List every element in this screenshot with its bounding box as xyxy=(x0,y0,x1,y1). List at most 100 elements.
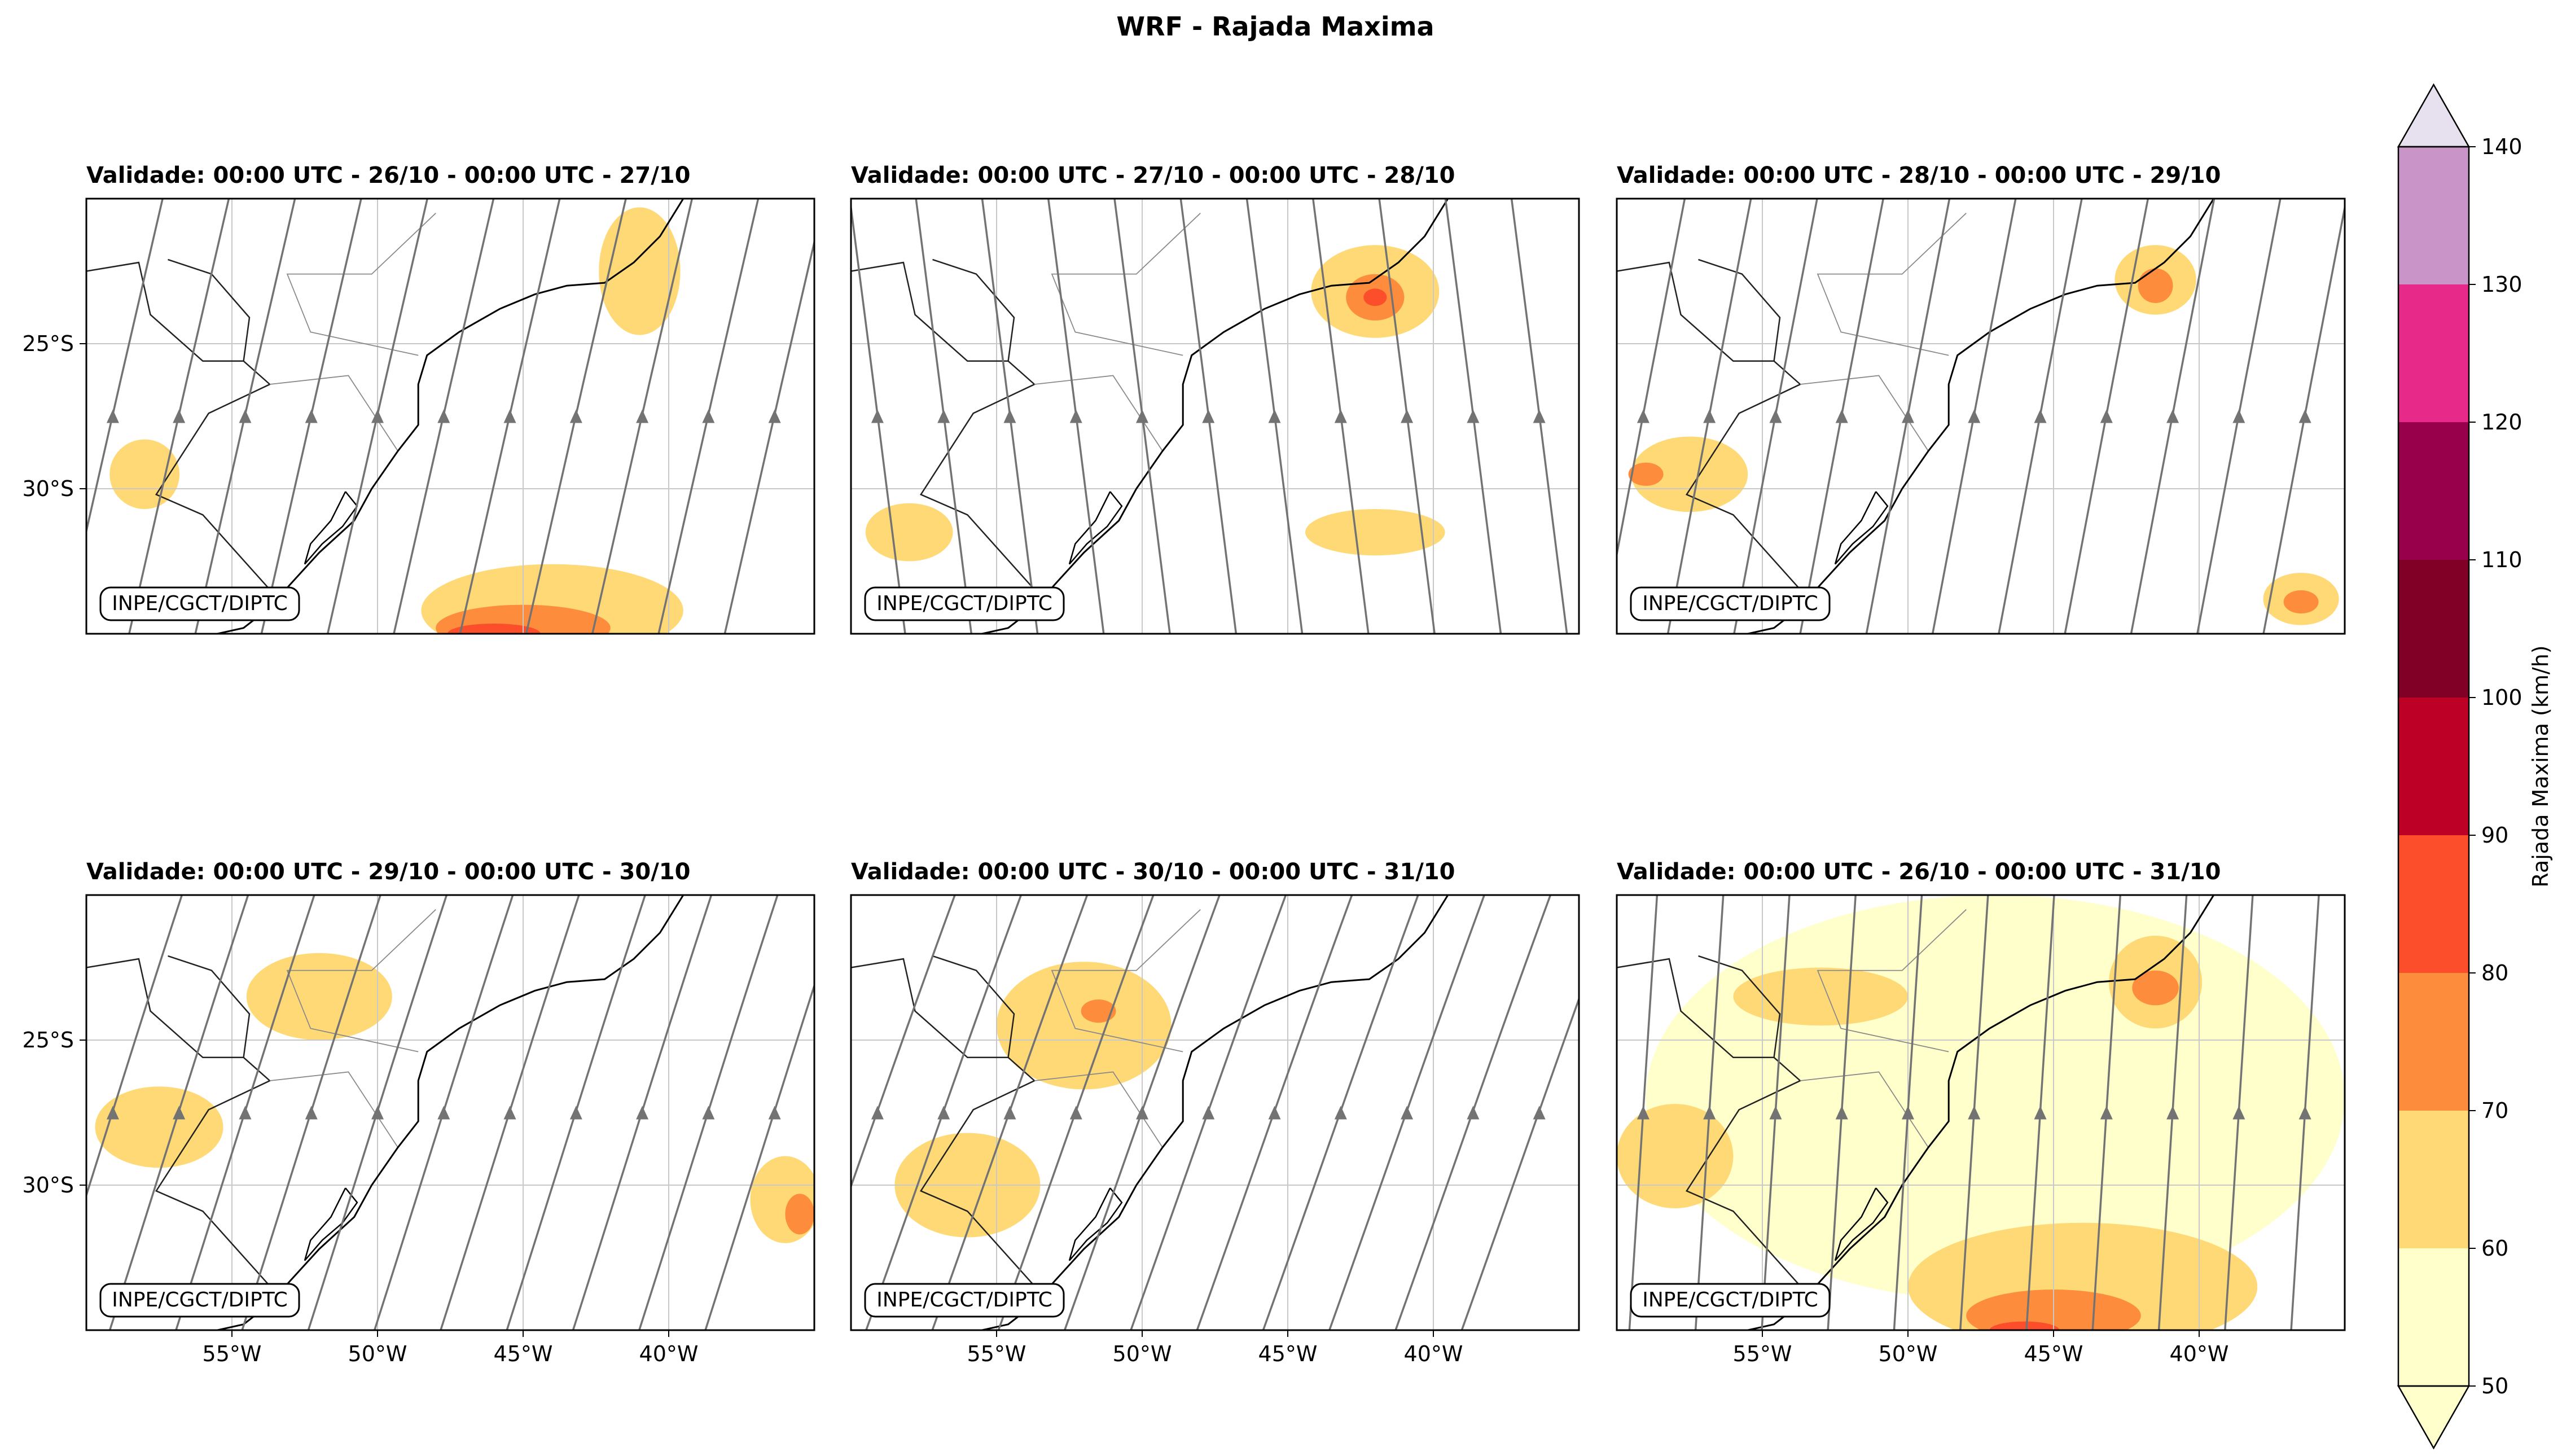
streamline-arrow xyxy=(2100,409,2113,423)
credit-text: INPE/CGCT/DIPTC xyxy=(112,1288,287,1312)
gust-area-4 xyxy=(785,1194,814,1235)
map-frame xyxy=(1616,198,2346,635)
streamline-arrow xyxy=(871,1106,884,1120)
lon-tick-label: 40°W xyxy=(2170,1341,2229,1366)
streamline-arrow xyxy=(2298,409,2311,423)
country-border xyxy=(1685,360,1807,597)
colorbar-tick-label: 80 xyxy=(2481,961,2508,985)
credit-label: INPE/CGCT/DIPTC xyxy=(864,1283,1065,1318)
streamline-arrow xyxy=(1334,1106,1347,1120)
figure-title: WRF - Rajada Maxima xyxy=(1116,11,1434,42)
panel-title: Validade: 00:00 UTC - 26/10 - 00:00 UTC … xyxy=(1617,859,2221,885)
streamline-arrow xyxy=(1703,409,1716,423)
streamline-arrow xyxy=(702,409,715,423)
streamline-arrow xyxy=(1533,1106,1546,1120)
map-background xyxy=(86,199,814,634)
streamline-arrow xyxy=(305,1106,318,1120)
map-panel-2: Validade: 00:00 UTC - 27/10 - 00:00 UTC … xyxy=(850,163,1580,635)
map-borders xyxy=(851,199,1449,634)
colorbar-segment xyxy=(2398,698,2469,835)
streamline-arrow xyxy=(173,1106,186,1120)
streamline-arrow xyxy=(702,1106,715,1120)
lon-tick-label: 45°W xyxy=(2024,1341,2083,1366)
gust-contours xyxy=(1617,895,2345,1330)
gust-area-1 xyxy=(246,953,392,1040)
state-border xyxy=(286,213,436,356)
streamline-arrow xyxy=(2166,409,2179,423)
streamline-arrow xyxy=(636,409,649,423)
coastline xyxy=(217,199,685,634)
map-borders xyxy=(1617,895,2215,1330)
map-borders xyxy=(1617,199,2215,634)
streamline-arrow xyxy=(1401,409,1414,423)
map-gridlines xyxy=(851,895,1579,1330)
state-border xyxy=(270,1071,398,1148)
credit-box xyxy=(99,586,300,621)
streamline-arrow xyxy=(569,409,582,423)
streamline-arrow xyxy=(1968,1106,1981,1120)
state-border xyxy=(1800,1071,1929,1148)
gust-area-4 xyxy=(1305,509,1445,556)
country-border xyxy=(1685,1056,1807,1293)
credit-label: INPE/CGCT/DIPTC xyxy=(1630,586,1831,621)
gust-area-8 xyxy=(1733,967,1908,1026)
streamline-arrow xyxy=(1069,1106,1082,1120)
streamline-arrow xyxy=(1637,1106,1649,1120)
streamline-arrow xyxy=(1533,409,1546,423)
streamline-arrow xyxy=(2100,1106,2113,1120)
gust-area-6 xyxy=(2132,970,2179,1006)
colorbar-tick-label: 100 xyxy=(2481,685,2522,710)
country-border xyxy=(851,955,1015,1059)
gust-area-5 xyxy=(865,503,953,562)
lagoon-outline xyxy=(1068,1187,1123,1261)
wind-streamlines xyxy=(851,895,1579,1330)
gust-contours xyxy=(109,207,683,634)
wind-streamlines xyxy=(1628,895,2320,1330)
panel-title: Validade: 00:00 UTC - 30/10 - 00:00 UTC … xyxy=(851,859,1455,885)
gust-area-3 xyxy=(1631,436,1748,512)
lon-tick-label: 55°W xyxy=(1733,1341,1792,1366)
gust-area-2 xyxy=(1081,999,1116,1023)
streamline-arrow xyxy=(871,409,884,423)
country-border xyxy=(1617,955,1781,1059)
country-border xyxy=(86,258,251,362)
colorbar-extend-max xyxy=(2397,83,2471,148)
streamline-arrow xyxy=(437,409,450,423)
gust-contours xyxy=(95,953,814,1243)
country-border xyxy=(919,360,1041,597)
coastline xyxy=(1747,199,2215,634)
streamline-arrow xyxy=(937,409,950,423)
streamline-arrow xyxy=(1769,409,1782,423)
state-border xyxy=(270,375,398,451)
wind-streamlines xyxy=(851,199,1568,634)
lon-tick-label: 45°W xyxy=(494,1341,553,1366)
map-background xyxy=(1617,199,2345,634)
streamline-arrow xyxy=(173,409,186,423)
streamline-arrow xyxy=(503,1106,516,1120)
colorbar-segment xyxy=(2398,560,2469,698)
streamline-arrow xyxy=(1902,1106,1914,1120)
lat-tick-label: 30°S xyxy=(23,476,74,501)
lagoon-outline xyxy=(304,491,358,565)
credit-label: INPE/CGCT/DIPTC xyxy=(99,586,300,621)
credit-label: INPE/CGCT/DIPTC xyxy=(99,1283,300,1318)
panel-title: Validade: 00:00 UTC - 27/10 - 00:00 UTC … xyxy=(851,163,1455,188)
credit-box xyxy=(864,586,1065,621)
streamline-arrow xyxy=(1769,1106,1782,1120)
lon-tick-label: 50°W xyxy=(348,1341,407,1366)
lon-tick-label: 55°W xyxy=(203,1341,262,1366)
credit-text: INPE/CGCT/DIPTC xyxy=(112,592,287,615)
lat-tick-label: 25°S xyxy=(23,1028,74,1052)
wind-streamlines xyxy=(86,895,814,1330)
streamline-arrow xyxy=(1968,409,1981,423)
colorbar-tick-label: 110 xyxy=(2481,547,2522,572)
streamline-arrow xyxy=(1703,1106,1716,1120)
coastline xyxy=(981,895,1449,1330)
coastline xyxy=(981,199,1449,634)
coastline xyxy=(217,895,685,1330)
lon-tick-label: 55°W xyxy=(967,1341,1026,1366)
state-border xyxy=(1034,1071,1163,1148)
state-border xyxy=(1051,909,1201,1052)
state-border xyxy=(1034,375,1163,451)
